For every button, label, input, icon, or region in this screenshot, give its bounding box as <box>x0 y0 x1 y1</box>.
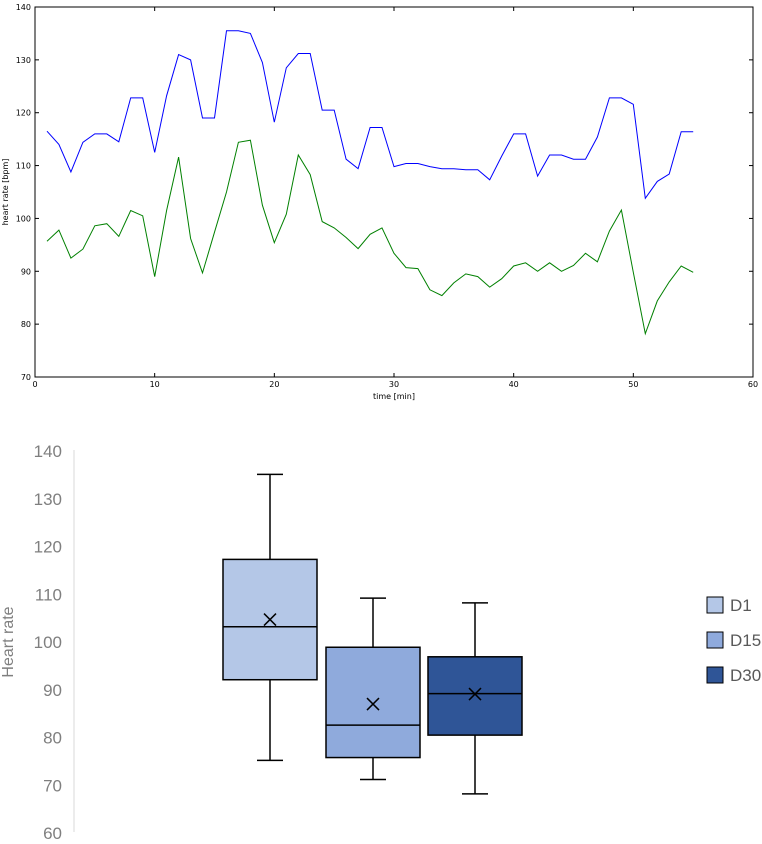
box-plot-chart: 60 70 80 90 100 110 120 130 140 D1 D15 D30 Heart r… <box>0 442 761 843</box>
box-d30 <box>427 602 523 795</box>
y-tick-label: 100 <box>16 214 31 223</box>
y-tick-label: 130 <box>34 490 62 509</box>
y-tick-label: 130 <box>16 56 31 65</box>
y-axis-label: heart rate [bpm] <box>1 159 10 226</box>
y-tick-label: 80 <box>43 729 62 748</box>
y-tick-label: 140 <box>16 3 31 12</box>
y-tick-label: 120 <box>16 109 31 118</box>
y-tick-label: 110 <box>35 585 62 604</box>
y-tick-label: 100 <box>34 633 62 652</box>
legend-swatch-d15 <box>706 631 724 649</box>
box-d15 <box>325 597 421 781</box>
legend-label-d30: D30 <box>730 666 761 685</box>
box-iqr <box>427 656 523 736</box>
x-tick-label: 0 <box>32 380 37 389</box>
y-tick-label: 80 <box>21 320 31 329</box>
legend-label-d1: D1 <box>730 596 752 615</box>
y-tick-label: 90 <box>21 267 31 276</box>
y-tick-label: 70 <box>43 776 62 795</box>
y-tick-label: 120 <box>34 538 62 557</box>
legend-swatch-d1 <box>706 596 724 614</box>
mean-marker <box>263 613 277 627</box>
y-tick-label: 70 <box>21 373 31 382</box>
legend-swatch-d30 <box>706 666 724 684</box>
series-line-2 <box>46 139 694 336</box>
y-axis-label: Heart rate <box>0 606 17 677</box>
box-iqr <box>222 558 318 681</box>
x-tick-label: 40 <box>509 380 519 389</box>
box-d1 <box>222 473 318 762</box>
box-iqr <box>325 646 421 759</box>
line-chart: 70 80 90 100 110 120 130 140 0 10 20 30 40 50 60 time… <box>1 3 758 401</box>
y-tick-label: 110 <box>16 162 31 171</box>
x-tick-label: 30 <box>389 380 399 389</box>
x-tick-label: 50 <box>628 380 638 389</box>
x-tick-label: 20 <box>269 380 279 389</box>
x-axis-label: time [min] <box>373 392 415 401</box>
x-tick-label: 10 <box>150 380 160 389</box>
y-tick-label: 60 <box>43 824 62 843</box>
y-tick-label: 140 <box>34 442 62 461</box>
x-tick-label: 60 <box>748 380 758 389</box>
legend-label-d15: D15 <box>730 631 761 650</box>
series-line-1 <box>46 30 694 200</box>
mean-marker <box>366 697 380 711</box>
y-tick-label: 90 <box>43 681 62 700</box>
plot-area <box>34 6 754 378</box>
mean-marker <box>468 687 482 701</box>
